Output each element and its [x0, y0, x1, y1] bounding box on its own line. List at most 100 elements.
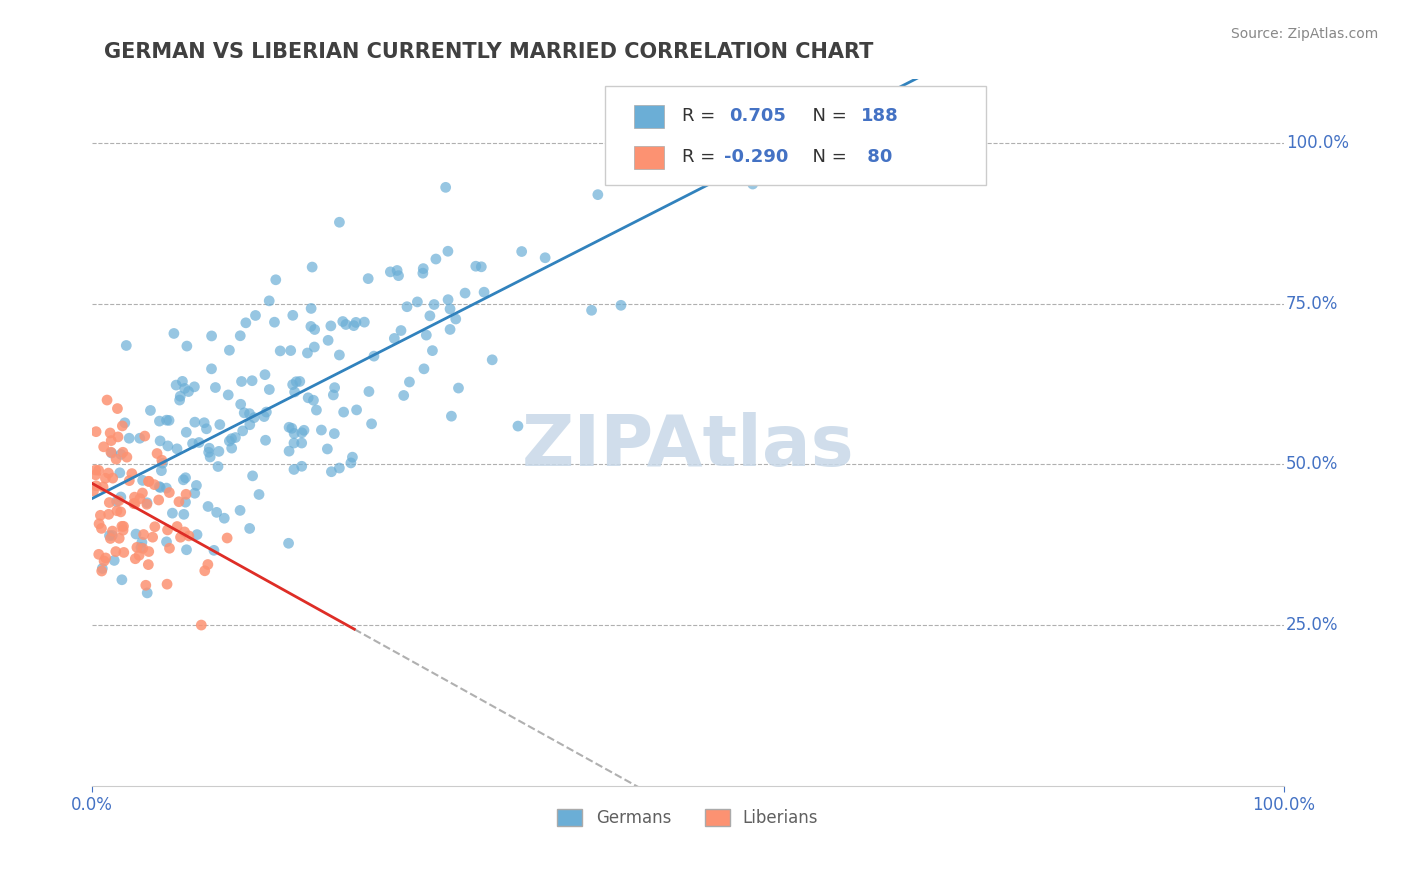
Text: N =: N = [801, 148, 846, 166]
Liberians [107, 401, 129, 416]
Germans [172, 375, 194, 389]
Germans [332, 405, 354, 419]
Germans [380, 265, 402, 279]
Germans [240, 374, 263, 388]
Germans [165, 378, 187, 392]
Germans [98, 528, 121, 542]
Liberians [87, 463, 110, 477]
Germans [207, 459, 229, 474]
Germans [254, 434, 277, 448]
Germans [464, 259, 486, 273]
Liberians [98, 495, 121, 509]
Liberians [142, 530, 165, 544]
Germans [510, 244, 533, 259]
Liberians [157, 485, 180, 500]
Liberians [134, 429, 156, 443]
Germans [253, 368, 276, 382]
Germans [110, 447, 132, 461]
Germans [332, 314, 354, 328]
Germans [195, 422, 218, 436]
Liberians [108, 493, 131, 508]
Germans [278, 420, 301, 434]
Germans [283, 462, 305, 476]
Germans [218, 434, 240, 448]
Germans [177, 384, 200, 399]
Germans [149, 434, 172, 448]
Text: R =: R = [682, 148, 721, 166]
Germans [423, 297, 446, 311]
Text: 188: 188 [860, 107, 898, 126]
Germans [335, 318, 357, 332]
Germans [610, 298, 633, 312]
Germans [118, 431, 141, 445]
Germans [363, 349, 385, 363]
Germans [221, 432, 243, 446]
Liberians [84, 463, 107, 477]
Germans [162, 506, 184, 520]
Germans [103, 553, 125, 567]
Germans [304, 322, 326, 336]
Germans [346, 403, 368, 417]
Germans [174, 425, 197, 440]
Germans [291, 425, 314, 440]
Germans [150, 464, 173, 478]
Liberians [169, 530, 191, 544]
Liberians [148, 493, 170, 508]
Germans [229, 397, 252, 411]
Germans [108, 466, 131, 480]
Germans [264, 273, 287, 287]
Liberians [96, 392, 118, 407]
Germans [284, 384, 307, 399]
Text: 50.0%: 50.0% [1286, 455, 1339, 474]
Germans [322, 388, 344, 402]
Liberians [90, 521, 112, 535]
Liberians [135, 578, 157, 592]
Germans [385, 263, 408, 277]
Germans [319, 318, 342, 333]
Text: 0.705: 0.705 [730, 107, 786, 126]
Germans [472, 285, 495, 300]
Liberians [121, 467, 143, 481]
Germans [198, 450, 221, 464]
Liberians [174, 487, 197, 501]
Germans [128, 431, 150, 445]
Germans [253, 409, 276, 424]
Liberians [135, 497, 157, 511]
Germans [439, 322, 461, 336]
Germans [184, 486, 207, 500]
Germans [229, 328, 252, 343]
Germans [277, 536, 299, 550]
Germans [730, 168, 752, 182]
Liberians [138, 475, 160, 489]
Germans [425, 252, 447, 266]
Germans [155, 413, 177, 427]
Germans [340, 456, 363, 470]
Germans [281, 421, 304, 435]
Germans [232, 424, 254, 438]
Germans [131, 535, 153, 549]
Germans [204, 380, 226, 394]
Germans [166, 442, 188, 456]
Germans [217, 388, 239, 402]
Liberians [97, 466, 120, 480]
Germans [173, 508, 195, 522]
Germans [245, 309, 267, 323]
Germans [208, 417, 231, 432]
Germans [382, 331, 405, 345]
Germans [174, 495, 197, 509]
Germans [288, 375, 311, 389]
Liberians [132, 527, 155, 541]
Germans [202, 543, 225, 558]
Liberians [143, 477, 166, 491]
Germans [299, 301, 322, 316]
Germans [101, 528, 124, 542]
Liberians [87, 516, 110, 531]
Germans [343, 318, 366, 333]
Liberians [156, 523, 179, 537]
Germans [169, 389, 191, 403]
Germans [281, 377, 304, 392]
Liberians [122, 496, 145, 510]
Germans [148, 480, 170, 494]
Germans [323, 426, 346, 441]
Germans [176, 339, 198, 353]
